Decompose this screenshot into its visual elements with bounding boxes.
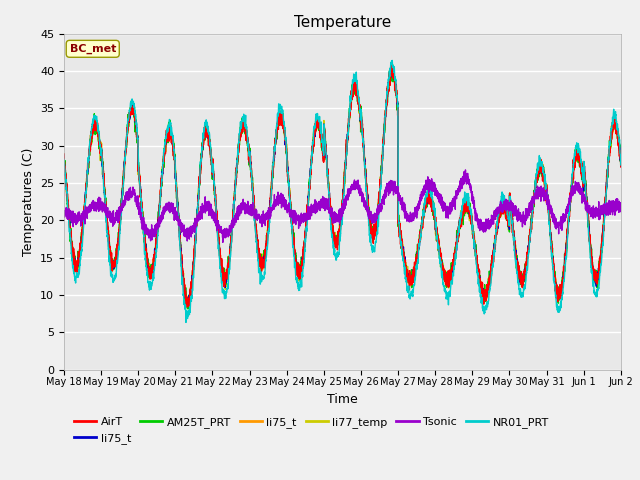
Line: li75_t: li75_t [64,65,621,305]
Tsonic [219,240,227,245]
li75_t [322,145,330,151]
li75_t [616,156,624,162]
Tsonic [60,210,68,216]
li75_t [617,164,625,169]
li77_temp [389,63,397,69]
li75_t [436,251,444,256]
li75_t [184,301,192,307]
NR01_PRT [182,320,190,325]
Line: AirT: AirT [64,65,621,307]
li75_t [60,152,68,158]
li77_temp [182,305,190,311]
Line: AM25T_PRT: AM25T_PRT [64,63,621,309]
li77_temp [160,155,168,161]
li75_t [322,143,330,149]
Tsonic [468,190,476,196]
li77_temp [616,152,624,158]
AM25T_PRT [499,196,507,202]
li75_t [499,201,507,207]
AirT [616,153,624,159]
NR01_PRT [322,147,330,153]
Line: li77_temp: li77_temp [64,66,621,308]
AM25T_PRT [160,147,168,153]
AirT [160,148,168,154]
li77_temp [60,151,68,157]
li77_temp [499,198,507,204]
NR01_PRT [617,162,625,168]
AM25T_PRT [436,264,444,270]
NR01_PRT [616,151,624,157]
Tsonic [436,197,444,203]
li75_t [499,205,507,211]
li75_t [160,151,168,156]
NR01_PRT [60,156,68,162]
Tsonic [616,209,624,215]
AirT [436,252,444,258]
li75_t [160,152,168,157]
AM25T_PRT [184,306,192,312]
li75_t [617,159,625,165]
li75_t [387,62,395,68]
Title: Temperature: Temperature [294,15,391,30]
Tsonic [160,206,168,212]
AirT [60,151,68,156]
AM25T_PRT [388,60,396,66]
NR01_PRT [160,147,168,153]
Text: BC_met: BC_met [70,44,116,54]
li75_t [468,216,476,221]
AM25T_PRT [322,149,330,155]
Line: li75_t: li75_t [64,65,621,304]
Line: NR01_PRT: NR01_PRT [64,60,621,323]
AirT [388,62,396,68]
li75_t [616,153,624,159]
AirT [183,304,191,310]
Y-axis label: Temperatures (C): Temperatures (C) [22,147,35,256]
AirT [322,142,330,147]
Tsonic [461,167,469,173]
AM25T_PRT [617,156,625,162]
li77_temp [436,250,444,255]
X-axis label: Time: Time [327,393,358,406]
li77_temp [322,145,330,151]
li75_t [183,302,191,308]
NR01_PRT [499,191,507,197]
li75_t [436,253,444,259]
NR01_PRT [436,258,444,264]
Tsonic [617,203,625,209]
Tsonic [322,204,330,210]
AM25T_PRT [616,157,624,163]
AirT [617,164,625,170]
NR01_PRT [388,58,396,63]
li77_temp [468,218,476,224]
li77_temp [617,161,625,167]
Legend: AirT, li75_t, AM25T_PRT, li75_t, li77_temp, Tsonic, NR01_PRT: AirT, li75_t, AM25T_PRT, li75_t, li77_te… [70,413,553,448]
NR01_PRT [468,209,476,215]
li75_t [468,219,476,225]
AM25T_PRT [60,154,68,160]
li75_t [388,62,396,68]
li75_t [60,157,68,163]
AM25T_PRT [468,211,476,216]
AirT [499,210,507,216]
AirT [468,214,476,220]
Line: Tsonic: Tsonic [64,170,621,242]
Tsonic [499,204,507,209]
